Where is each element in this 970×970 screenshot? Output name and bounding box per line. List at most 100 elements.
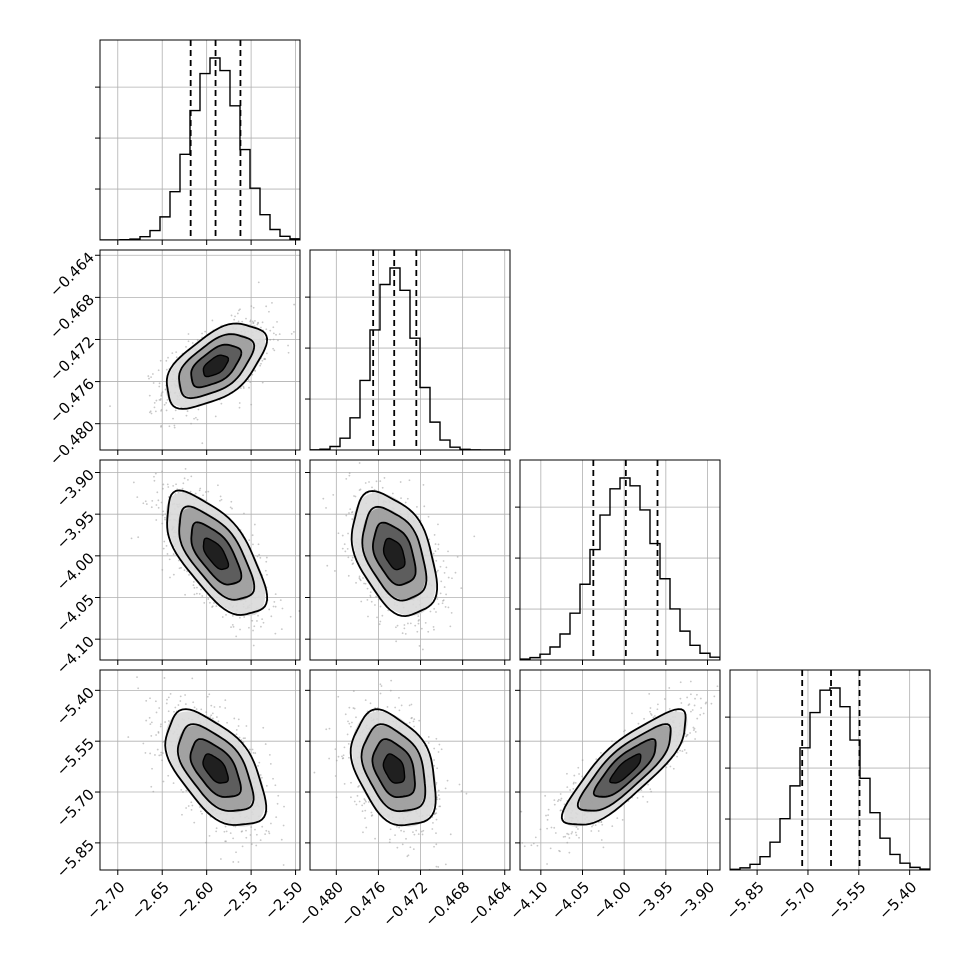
- sample-point: [137, 687, 140, 690]
- sample-point: [368, 457, 370, 459]
- sample-point: [685, 752, 688, 754]
- contour-line-1: [190, 521, 243, 586]
- sample-point: [195, 592, 198, 595]
- sample-point: [366, 587, 369, 590]
- sample-point: [132, 481, 135, 484]
- sample-point: [348, 512, 350, 514]
- sample-point: [186, 570, 188, 573]
- sample-point: [208, 693, 211, 696]
- sample-point: [162, 740, 165, 743]
- sample-point: [258, 761, 261, 764]
- sample-point: [248, 626, 250, 629]
- sample-point: [342, 757, 345, 759]
- sample-point: [391, 492, 394, 495]
- sample-point: [203, 601, 206, 604]
- sample-point: [241, 874, 243, 876]
- sample-point: [414, 624, 417, 627]
- histogram-panel-0: [95, 39, 301, 245]
- sample-point: [349, 725, 352, 728]
- sample-point: [151, 373, 154, 375]
- sample-point: [575, 826, 578, 829]
- sample-point: [274, 784, 277, 787]
- sample-point: [201, 442, 204, 445]
- sample-point: [436, 598, 439, 600]
- sample-point: [183, 569, 186, 572]
- contour-line-0: [202, 354, 230, 378]
- sample-point: [201, 332, 203, 335]
- sample-point: [435, 865, 438, 868]
- sample-point: [351, 563, 354, 566]
- sample-point: [166, 553, 169, 555]
- sample-point: [175, 356, 178, 359]
- sample-point: [165, 401, 168, 404]
- sample-point: [161, 759, 163, 762]
- sample-point: [413, 718, 416, 721]
- sample-point: [437, 523, 439, 526]
- sample-point: [185, 414, 188, 417]
- sample-point: [272, 347, 275, 350]
- sample-point: [151, 499, 154, 502]
- sample-point: [328, 727, 331, 730]
- sample-point: [367, 801, 370, 803]
- sample-point: [435, 832, 437, 835]
- sample-point: [431, 828, 434, 830]
- sample-point: [179, 695, 182, 698]
- sample-point: [256, 555, 259, 558]
- sample-point: [153, 406, 156, 409]
- sample-point: [438, 798, 441, 800]
- sample-point: [191, 804, 194, 807]
- sample-point: [160, 751, 163, 754]
- sample-point: [434, 550, 437, 553]
- histogram-panel-2: [515, 459, 721, 665]
- sample-point: [417, 622, 420, 625]
- sample-point: [136, 496, 139, 499]
- sample-point: [150, 412, 153, 415]
- sample-point: [389, 689, 392, 692]
- sample-point: [265, 560, 268, 563]
- sample-point: [439, 565, 442, 568]
- sample-point: [211, 717, 214, 720]
- sample-point: [201, 812, 203, 815]
- sample-point: [232, 837, 235, 840]
- sample-point: [254, 752, 257, 754]
- sample-point: [693, 704, 696, 707]
- sample-point: [435, 782, 438, 784]
- sample-point: [165, 409, 168, 412]
- sample-point: [269, 338, 272, 341]
- sample-point: [347, 556, 350, 559]
- sample-point: [342, 754, 345, 757]
- sample-point: [444, 863, 447, 866]
- sample-point: [692, 729, 695, 732]
- sample-point: [436, 796, 438, 799]
- sample-point: [280, 628, 283, 631]
- contour-line-0: [202, 753, 229, 784]
- sample-point: [348, 472, 351, 474]
- sample-point: [451, 577, 453, 580]
- sample-point: [155, 504, 158, 506]
- sample-point: [219, 706, 221, 708]
- sample-point: [252, 629, 254, 632]
- sample-point: [433, 764, 436, 767]
- histogram-step: [310, 267, 510, 450]
- sample-point: [270, 822, 272, 825]
- sample-point: [343, 746, 346, 749]
- sample-point: [142, 502, 145, 505]
- sample-point: [449, 625, 452, 628]
- sample-point: [621, 818, 624, 821]
- sample-point: [408, 704, 411, 707]
- sample-point: [185, 345, 187, 348]
- sample-point: [130, 537, 133, 540]
- sample-point: [160, 409, 162, 412]
- sample-point: [163, 403, 166, 406]
- sample-point: [693, 727, 696, 730]
- sample-point: [437, 603, 440, 605]
- sample-point: [351, 721, 353, 724]
- contour-line-0: [382, 753, 406, 784]
- sample-point: [369, 591, 372, 594]
- sample-point: [250, 843, 253, 846]
- sample-point: [341, 547, 344, 550]
- sample-point: [186, 410, 189, 413]
- sample-point: [443, 586, 446, 588]
- contour-line-1: [371, 521, 417, 587]
- sample-point: [161, 470, 163, 473]
